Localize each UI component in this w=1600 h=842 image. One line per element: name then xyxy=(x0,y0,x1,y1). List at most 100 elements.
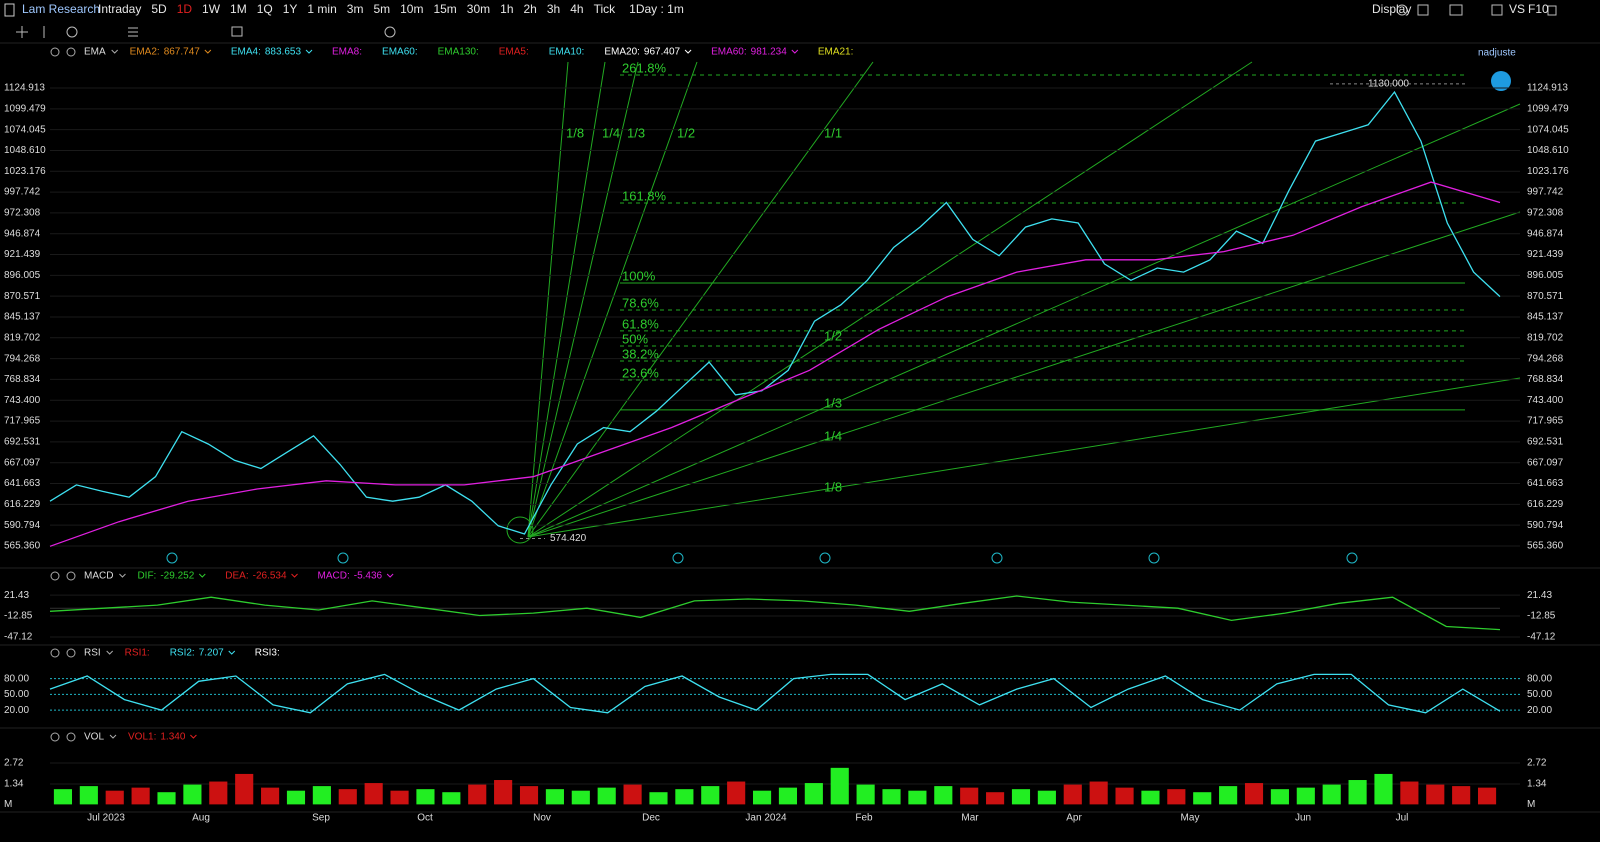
move-tool[interactable] xyxy=(16,26,28,38)
period-button[interactable]: 5D xyxy=(151,2,167,16)
dropdown-arrow[interactable] xyxy=(109,734,117,739)
event-icon[interactable] xyxy=(1148,552,1160,564)
period-button[interactable]: 5m xyxy=(373,2,390,16)
y-tick-label: 921.439 xyxy=(4,249,41,260)
volume-bar xyxy=(1115,787,1134,805)
period-button[interactable]: 1h xyxy=(500,2,513,16)
y-tick-label: 21.43 xyxy=(4,590,29,601)
close-icon[interactable] xyxy=(66,732,76,742)
y-tick-label-right: -12.85 xyxy=(1527,611,1556,622)
settings-icon[interactable] xyxy=(50,648,60,658)
close-icon[interactable] xyxy=(66,648,76,658)
layout-icon[interactable] xyxy=(1417,4,1429,16)
volume-bar xyxy=(1426,784,1445,805)
x-tick-label: Aug xyxy=(192,813,210,824)
legend-arrow[interactable] xyxy=(684,49,692,54)
fib-label: 50% xyxy=(622,331,648,346)
period-button[interactable]: 1D xyxy=(177,2,193,16)
x-tick-label: Sep xyxy=(312,813,330,824)
fib-tool[interactable] xyxy=(128,27,138,37)
indicator-name[interactable]: MACD xyxy=(84,571,113,582)
period-button[interactable]: 2h xyxy=(524,2,537,16)
indicator-name[interactable]: VOL xyxy=(84,732,104,743)
legend-value: 883.653 xyxy=(265,47,302,58)
expand-icon[interactable] xyxy=(1491,4,1503,16)
y-tick-label: 50.00 xyxy=(4,689,29,700)
y-tick-label-right: 972.308 xyxy=(1527,208,1564,219)
event-icon[interactable] xyxy=(819,552,831,564)
close-icon[interactable] xyxy=(66,571,76,581)
legend-name: DIF: xyxy=(137,571,156,582)
period-button[interactable]: 10m xyxy=(400,2,423,16)
period-button[interactable]: 1M xyxy=(230,2,247,16)
scroll-button[interactable] xyxy=(1491,71,1511,91)
volume-bar xyxy=(597,787,616,805)
legend-value: -29.252 xyxy=(160,571,194,582)
legend-name: EMA8: xyxy=(332,47,362,58)
period-button[interactable]: 1Y xyxy=(283,2,298,16)
period-button[interactable]: Intraday xyxy=(98,2,141,16)
legend-value: 867.747 xyxy=(164,47,201,58)
y-tick-label: 692.531 xyxy=(4,437,41,448)
settings-icon[interactable] xyxy=(1396,4,1408,16)
event-icon[interactable] xyxy=(166,552,178,564)
event-icon[interactable] xyxy=(1346,552,1358,564)
dropdown-arrow[interactable] xyxy=(119,573,126,578)
legend-value: 981.234 xyxy=(751,47,788,58)
period-button[interactable]: 1 min xyxy=(307,2,336,16)
period-select[interactable]: 1Day : 1m xyxy=(629,2,684,16)
x-tick-label: Jul xyxy=(1396,813,1409,824)
legend-arrow[interactable] xyxy=(190,734,197,739)
legend-arrow[interactable] xyxy=(791,49,799,54)
y-tick-label: 1124.913 xyxy=(4,83,45,94)
dropdown-arrow[interactable] xyxy=(111,49,119,54)
volume-bar xyxy=(986,792,1005,805)
period-button[interactable]: 1Q xyxy=(257,2,273,16)
note-tool[interactable] xyxy=(231,26,243,37)
event-icon[interactable] xyxy=(672,552,684,564)
settings-icon[interactable] xyxy=(50,47,60,57)
window-icon[interactable] xyxy=(1547,5,1557,16)
event-icon[interactable] xyxy=(337,552,349,564)
volume-bar xyxy=(494,780,513,805)
volume-bar xyxy=(1374,773,1393,805)
compare-button[interactable]: VS xyxy=(1509,2,1525,16)
shape-tool[interactable] xyxy=(66,26,78,38)
y-tick-label-right: 768.834 xyxy=(1527,374,1564,385)
period-button[interactable]: 3m xyxy=(347,2,364,16)
settings-icon[interactable] xyxy=(50,732,60,742)
volume-bar xyxy=(1219,786,1238,805)
event-icons xyxy=(166,552,1358,564)
user-name[interactable]: nadjuste xyxy=(1478,48,1516,59)
volume-bar xyxy=(908,790,927,805)
display-menu[interactable]: Display xyxy=(1372,2,1411,16)
legend-arrow[interactable] xyxy=(204,49,212,54)
y-tick-label-right: 1023.176 xyxy=(1527,166,1569,177)
close-icon[interactable] xyxy=(66,47,76,57)
legend-arrow[interactable] xyxy=(291,573,298,578)
period-button[interactable]: 3h xyxy=(547,2,560,16)
period-button[interactable]: Tick xyxy=(594,2,617,16)
fan-line xyxy=(527,61,569,538)
camera-icon[interactable] xyxy=(1449,4,1463,16)
period-button[interactable]: 4h xyxy=(570,2,583,16)
x-tick-label: Apr xyxy=(1066,813,1082,824)
indicator-name[interactable]: RSI xyxy=(84,648,101,659)
symbol[interactable]: Lam Research xyxy=(22,2,100,16)
legend-arrow[interactable] xyxy=(305,49,313,54)
legend-arrow[interactable] xyxy=(228,650,236,655)
legend-name: RSI1: xyxy=(125,648,150,659)
settings-tool[interactable] xyxy=(384,26,396,38)
event-icon[interactable] xyxy=(991,552,1003,564)
fib-label: 38.2% xyxy=(622,346,659,361)
period-button[interactable]: 30m xyxy=(467,2,490,16)
legend-arrow[interactable] xyxy=(198,573,206,578)
settings-icon[interactable] xyxy=(50,571,60,581)
indicator-name[interactable]: EMA xyxy=(84,47,106,58)
sidebar-icon[interactable] xyxy=(4,3,15,17)
period-button[interactable]: 1W xyxy=(202,2,221,16)
f10-button[interactable]: F10 xyxy=(1528,2,1549,16)
legend-arrow[interactable] xyxy=(386,573,394,578)
period-button[interactable]: 15m xyxy=(433,2,456,16)
dropdown-arrow[interactable] xyxy=(106,650,114,655)
